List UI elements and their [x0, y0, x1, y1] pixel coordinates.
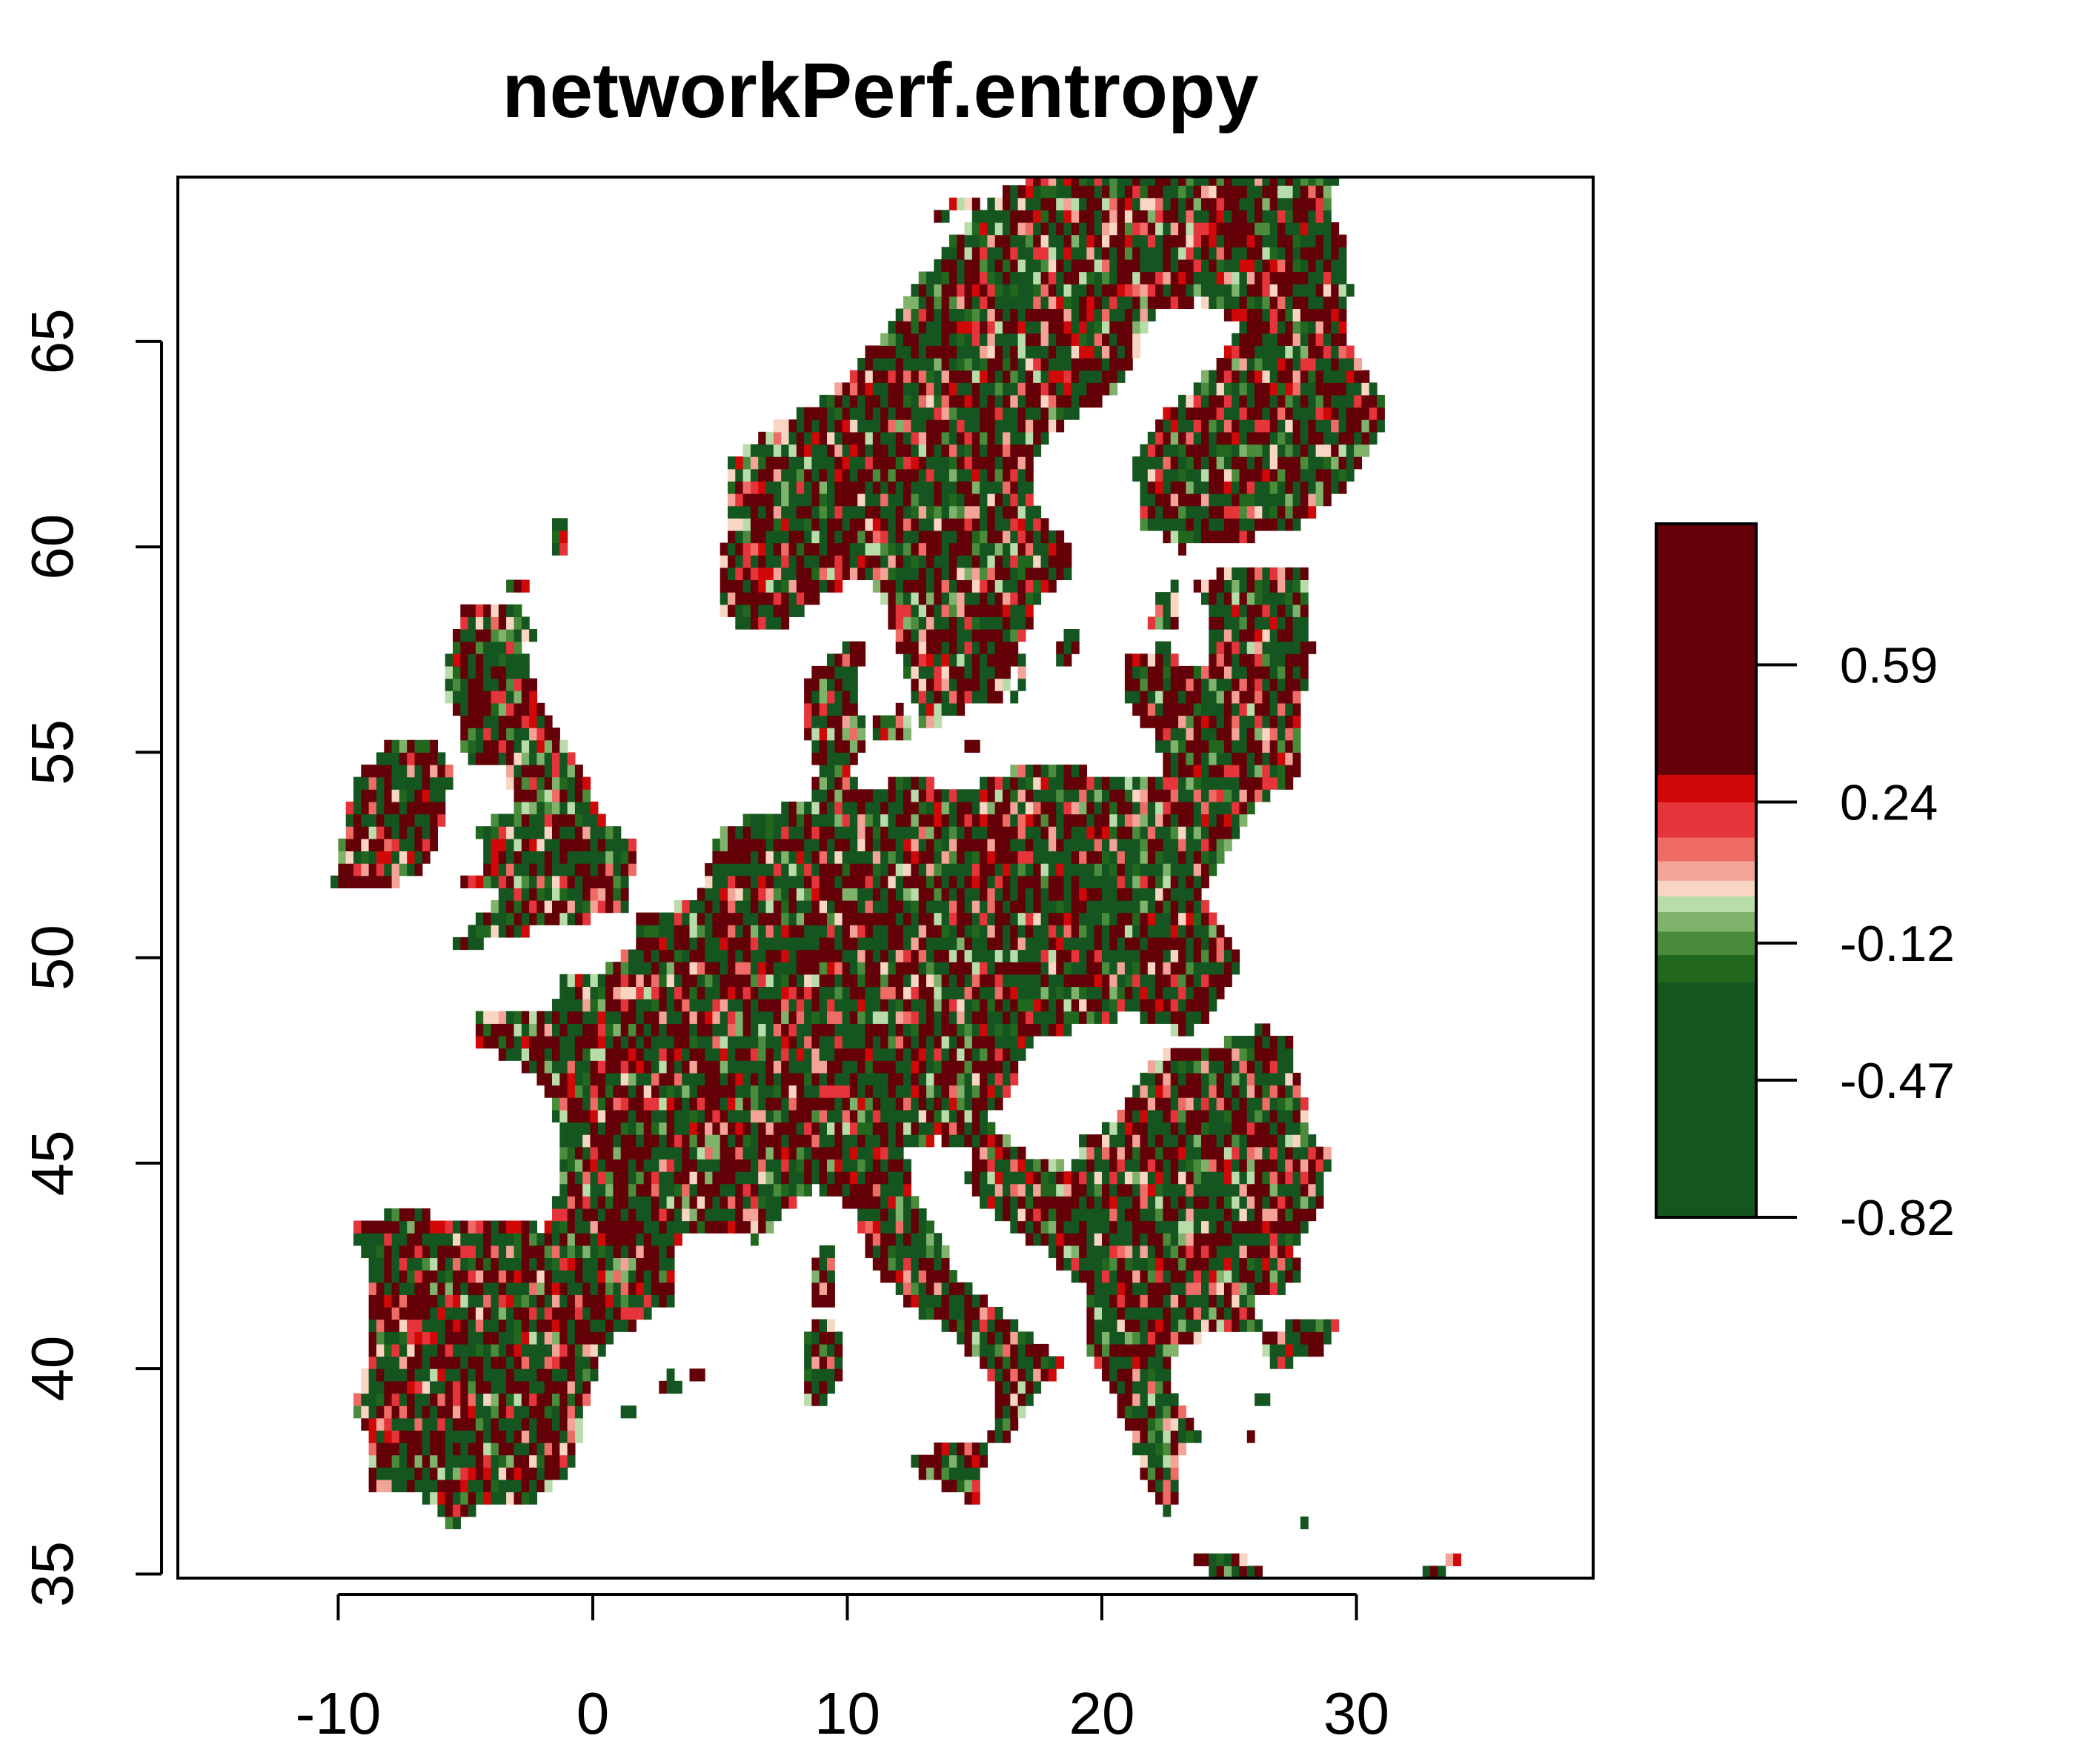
legend-frame — [1655, 522, 1758, 1219]
x-tick-label: 20 — [1069, 1680, 1135, 1746]
legend-tick-label: -0.12 — [1840, 916, 1955, 972]
x-axis: -10 0 10 20 30 — [296, 1593, 1389, 1746]
y-tick-label: 65 — [19, 308, 85, 374]
raster-map — [330, 179, 1462, 1577]
legend-tick-label: 0.59 — [1840, 637, 1938, 693]
x-tick-label: 0 — [576, 1680, 610, 1746]
legend-color-bin — [1656, 896, 1756, 913]
chart-title: networkPerf.entropy — [502, 47, 1258, 134]
legend-color-bin — [1656, 954, 1756, 983]
legend-color-bin — [1656, 880, 1756, 896]
legend-tick-label: -0.82 — [1840, 1190, 1955, 1246]
y-tick-label: 40 — [19, 1336, 85, 1402]
legend-color-bin — [1656, 837, 1756, 862]
legend-color-bin — [1656, 860, 1756, 881]
legend-color-bin — [1656, 524, 1756, 775]
legend-tick-label: 0.24 — [1840, 774, 1938, 831]
legend-tick-label: -0.47 — [1840, 1053, 1955, 1109]
legend-color-bin — [1656, 774, 1756, 802]
plot-frame — [176, 176, 1595, 1580]
y-tick-label: 35 — [19, 1541, 85, 1607]
y-tick-label: 60 — [19, 514, 85, 580]
legend-color-bin — [1656, 911, 1756, 932]
x-tick-label: 10 — [814, 1680, 880, 1746]
legend-color-bin — [1656, 931, 1756, 956]
color-legend: 0.59 0.24 -0.12 -0.47 -0.82 — [1655, 522, 1955, 1246]
y-tick-label: 45 — [19, 1130, 85, 1196]
legend-color-bin — [1656, 982, 1756, 1218]
y-tick-label: 50 — [19, 925, 85, 991]
x-tick-label: 30 — [1323, 1680, 1389, 1746]
y-axis: 35 40 45 50 55 60 65 — [19, 308, 163, 1607]
y-tick-label: 55 — [19, 719, 85, 785]
x-tick-label: -10 — [296, 1680, 382, 1746]
legend-color-bin — [1656, 802, 1756, 838]
